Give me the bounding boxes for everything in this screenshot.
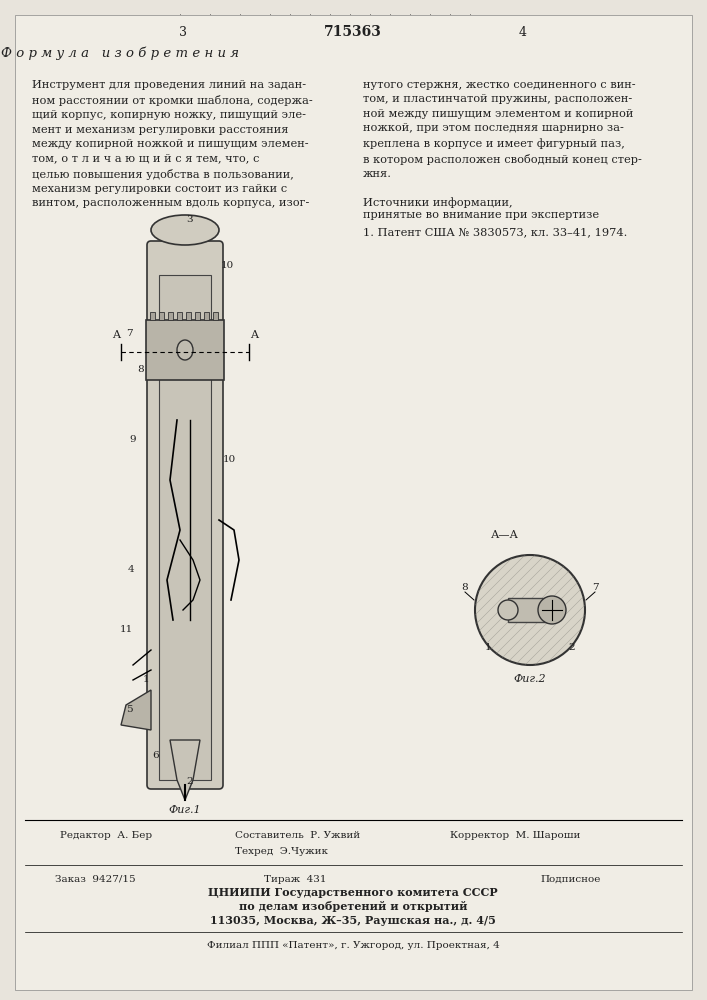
Text: Составитель  Р. Ужвий: Составитель Р. Ужвий xyxy=(235,830,360,840)
Text: 715363: 715363 xyxy=(324,25,382,39)
Circle shape xyxy=(538,596,566,624)
Text: 7: 7 xyxy=(592,583,598,592)
Text: Тираж  431: Тираж 431 xyxy=(264,874,326,884)
Text: 2: 2 xyxy=(568,643,575,652)
Text: Инструмент для проведения линий на задан-
ном расстоянии от кромки шаблона, соде: Инструмент для проведения линий на задан… xyxy=(32,80,312,208)
Text: по делам изобретений и открытий: по делам изобретений и открытий xyxy=(239,902,467,912)
Bar xyxy=(195,312,200,320)
Ellipse shape xyxy=(177,340,193,360)
Bar xyxy=(146,320,224,380)
Text: Фиг.2: Фиг.2 xyxy=(514,674,547,684)
Circle shape xyxy=(475,555,585,665)
Text: 3: 3 xyxy=(187,216,193,225)
Text: 4: 4 xyxy=(128,566,134,574)
Text: 113035, Москва, Ж–35, Раушская на., д. 4/5: 113035, Москва, Ж–35, Раушская на., д. 4… xyxy=(210,916,496,926)
Bar xyxy=(508,598,552,622)
Polygon shape xyxy=(121,690,151,730)
Text: 10: 10 xyxy=(223,456,235,464)
Text: нутого стержня, жестко соединенного с вин-
том, и пластинчатой пружины, располож: нутого стержня, жестко соединенного с ви… xyxy=(363,80,642,179)
Text: 1: 1 xyxy=(485,643,491,652)
Text: 6: 6 xyxy=(153,750,159,760)
Text: Корректор  М. Шароши: Корректор М. Шароши xyxy=(450,830,580,840)
Bar xyxy=(204,312,209,320)
Polygon shape xyxy=(170,740,200,800)
Text: Филиал ППП «Патент», г. Ужгород, ул. Проектная, 4: Филиал ППП «Патент», г. Ужгород, ул. Про… xyxy=(206,940,499,950)
Text: 10: 10 xyxy=(221,260,233,269)
Text: 3: 3 xyxy=(179,25,187,38)
Text: 2: 2 xyxy=(187,778,193,786)
Circle shape xyxy=(498,600,518,620)
Text: A: A xyxy=(250,330,258,340)
Bar xyxy=(168,312,173,320)
Bar xyxy=(177,312,182,320)
Text: Подписное: Подписное xyxy=(540,874,600,884)
FancyBboxPatch shape xyxy=(147,241,223,789)
Bar xyxy=(186,312,191,320)
Text: 8: 8 xyxy=(138,365,144,374)
Text: Фиг.1: Фиг.1 xyxy=(169,805,201,815)
Text: 11: 11 xyxy=(119,626,133,635)
Text: принятые во внимание при экспертизе: принятые во внимание при экспертизе xyxy=(363,210,599,220)
Text: 5: 5 xyxy=(126,706,132,714)
Text: 1: 1 xyxy=(143,676,149,684)
Bar xyxy=(159,312,164,320)
Text: 7: 7 xyxy=(126,330,132,338)
Text: 1. Патент США № 3830573, кл. 33–41, 1974.: 1. Патент США № 3830573, кл. 33–41, 1974… xyxy=(363,227,627,237)
Text: 8: 8 xyxy=(462,583,468,592)
Text: ЦНИИПИ Государственного комитета СССР: ЦНИИПИ Государственного комитета СССР xyxy=(208,888,498,898)
Text: Источники информации,: Источники информации, xyxy=(363,197,513,208)
Text: A: A xyxy=(112,330,120,340)
Bar xyxy=(159,275,211,780)
Text: А—А: А—А xyxy=(491,530,519,540)
Text: Ф о р м у л а   и з о б р е т е н и я: Ф о р м у л а и з о б р е т е н и я xyxy=(1,46,239,60)
Text: Техред  Э.Чужик: Техред Э.Чужик xyxy=(235,848,328,856)
Bar xyxy=(150,312,155,320)
Text: Заказ  9427/15: Заказ 9427/15 xyxy=(55,874,136,884)
Text: 4: 4 xyxy=(519,25,527,38)
Ellipse shape xyxy=(151,215,219,245)
Text: Редактор  А. Бер: Редактор А. Бер xyxy=(60,830,152,840)
Bar xyxy=(213,312,218,320)
Text: 9: 9 xyxy=(129,436,136,444)
